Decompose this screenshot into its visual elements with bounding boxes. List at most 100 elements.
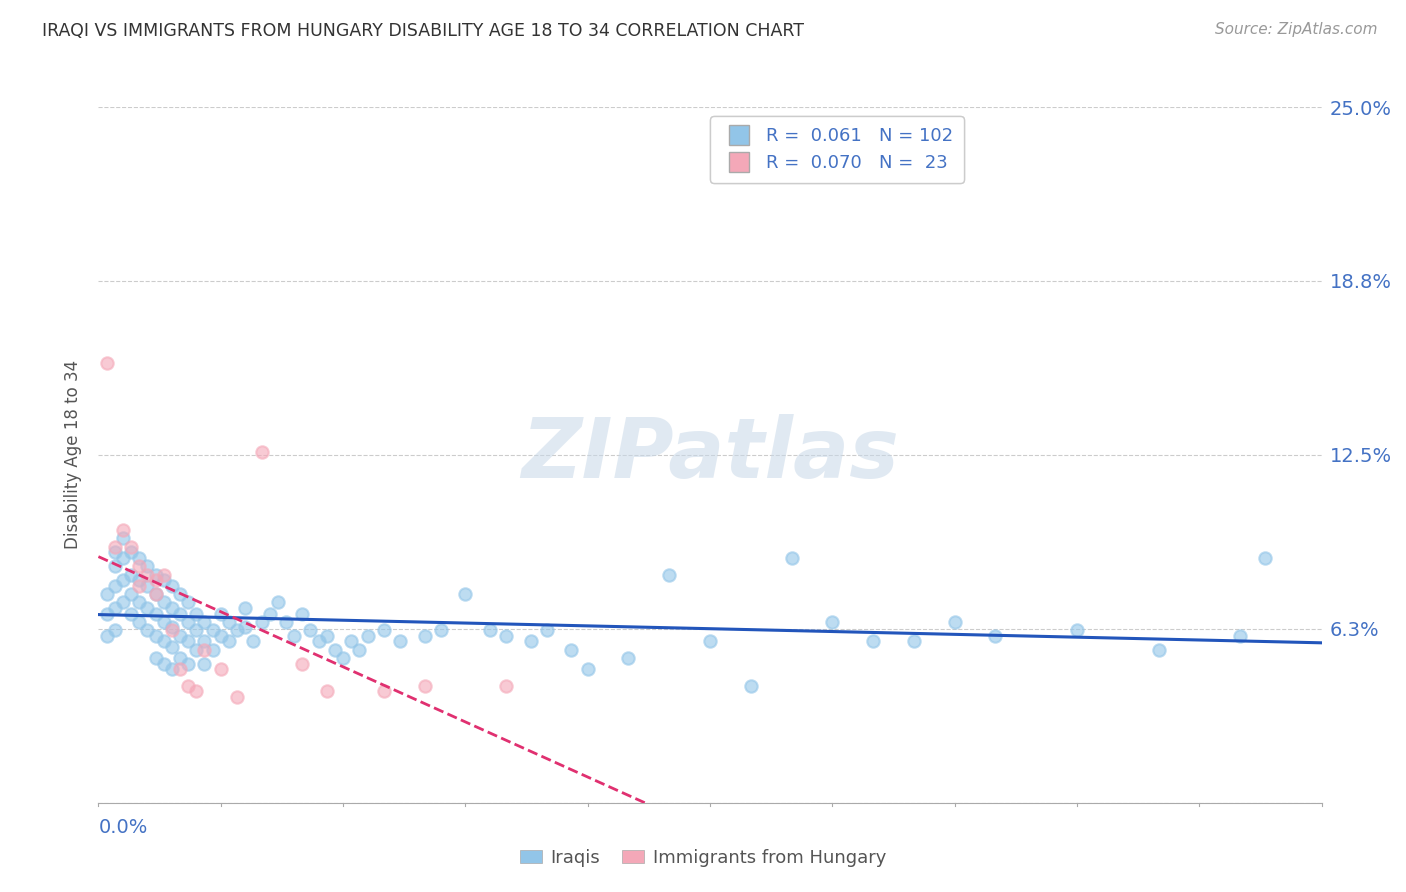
Point xyxy=(943,615,966,629)
Point xyxy=(291,657,314,671)
Point xyxy=(104,545,127,559)
Point xyxy=(658,567,681,582)
Point xyxy=(193,615,215,629)
Point xyxy=(283,629,305,643)
Point xyxy=(169,662,191,676)
Point xyxy=(267,595,290,609)
Point xyxy=(160,601,183,615)
Point xyxy=(226,690,249,704)
Point xyxy=(145,573,167,587)
Point xyxy=(160,579,183,593)
Point xyxy=(120,587,142,601)
Point xyxy=(152,595,174,609)
Point xyxy=(218,615,240,629)
Point xyxy=(780,550,803,565)
Point xyxy=(478,624,501,638)
Point xyxy=(120,545,142,559)
Point xyxy=(233,601,256,615)
Point xyxy=(430,624,453,638)
Point xyxy=(128,579,150,593)
Point xyxy=(209,607,232,621)
Point xyxy=(193,642,215,657)
Point xyxy=(152,615,174,629)
Point xyxy=(145,651,167,665)
Point xyxy=(1147,642,1170,657)
Point xyxy=(96,356,118,370)
Point xyxy=(323,642,346,657)
Point xyxy=(536,624,558,638)
Point xyxy=(169,651,191,665)
Point xyxy=(96,629,118,643)
Point xyxy=(576,662,599,676)
Point xyxy=(193,634,215,648)
Point xyxy=(259,607,281,621)
Text: IRAQI VS IMMIGRANTS FROM HUNGARY DISABILITY AGE 18 TO 34 CORRELATION CHART: IRAQI VS IMMIGRANTS FROM HUNGARY DISABIL… xyxy=(42,22,804,40)
Point xyxy=(233,620,256,634)
Point xyxy=(274,615,297,629)
Point xyxy=(984,629,1007,643)
Point xyxy=(111,550,134,565)
Point xyxy=(560,642,582,657)
Point xyxy=(104,559,127,574)
Point xyxy=(152,657,174,671)
Point xyxy=(128,550,150,565)
Point xyxy=(96,607,118,621)
Point xyxy=(186,624,208,638)
Point xyxy=(111,595,134,609)
Point xyxy=(160,620,183,634)
Point xyxy=(315,629,337,643)
Point xyxy=(104,579,127,593)
Point xyxy=(250,615,273,629)
Point xyxy=(152,567,174,582)
Point xyxy=(160,640,183,654)
Point xyxy=(128,559,150,574)
Point xyxy=(1066,624,1088,638)
Point xyxy=(177,595,200,609)
Point xyxy=(136,624,159,638)
Point xyxy=(413,679,436,693)
Y-axis label: Disability Age 18 to 34: Disability Age 18 to 34 xyxy=(63,360,82,549)
Point xyxy=(111,573,134,587)
Point xyxy=(160,662,183,676)
Point xyxy=(226,624,249,638)
Point xyxy=(356,629,378,643)
Point xyxy=(120,607,142,621)
Point xyxy=(186,607,208,621)
Point xyxy=(177,634,200,648)
Point xyxy=(177,615,200,629)
Point xyxy=(903,634,925,648)
Point xyxy=(308,634,330,648)
Point xyxy=(349,642,371,657)
Point xyxy=(519,634,541,648)
Point xyxy=(193,657,215,671)
Point xyxy=(145,567,167,582)
Point xyxy=(209,629,232,643)
Point xyxy=(454,587,477,601)
Point xyxy=(128,595,150,609)
Point xyxy=(177,657,200,671)
Point xyxy=(1229,629,1251,643)
Point xyxy=(160,624,183,638)
Point xyxy=(201,624,224,638)
Point xyxy=(120,567,142,582)
Point xyxy=(145,607,167,621)
Point xyxy=(373,624,395,638)
Point xyxy=(218,634,240,648)
Point xyxy=(104,540,127,554)
Point xyxy=(111,532,134,546)
Text: Source: ZipAtlas.com: Source: ZipAtlas.com xyxy=(1215,22,1378,37)
Point xyxy=(291,607,314,621)
Point xyxy=(104,624,127,638)
Legend: R =  0.061   N = 102, R =  0.070   N =  23: R = 0.061 N = 102, R = 0.070 N = 23 xyxy=(710,116,965,183)
Point xyxy=(201,642,224,657)
Point xyxy=(145,587,167,601)
Text: 0.0%: 0.0% xyxy=(98,818,148,837)
Point xyxy=(413,629,436,643)
Point xyxy=(145,629,167,643)
Point xyxy=(111,523,134,537)
Point xyxy=(177,679,200,693)
Point xyxy=(242,634,264,648)
Point xyxy=(821,615,844,629)
Point xyxy=(250,445,273,459)
Point xyxy=(862,634,884,648)
